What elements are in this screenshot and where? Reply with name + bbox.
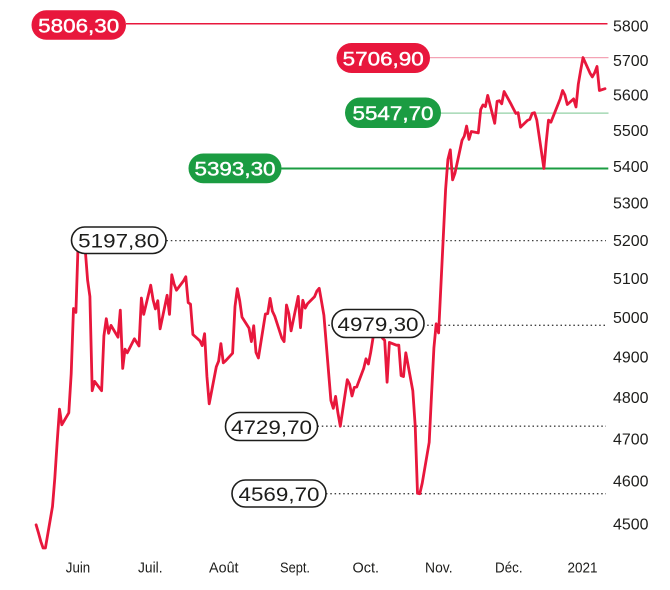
svg-text:4900: 4900 — [613, 350, 649, 367]
svg-text:5100: 5100 — [613, 271, 649, 288]
svg-text:5000: 5000 — [613, 310, 649, 327]
svg-text:Déc.: Déc. — [495, 560, 523, 577]
svg-text:Nov.: Nov. — [425, 560, 453, 577]
svg-text:Sept.: Sept. — [280, 560, 310, 577]
svg-text:5300: 5300 — [613, 196, 649, 213]
svg-text:4569,70: 4569,70 — [239, 484, 320, 506]
svg-text:5500: 5500 — [613, 123, 649, 140]
svg-text:4700: 4700 — [613, 431, 649, 448]
svg-text:4979,30: 4979,30 — [338, 314, 419, 336]
svg-text:5806,30: 5806,30 — [38, 15, 119, 37]
svg-text:5600: 5600 — [613, 88, 649, 105]
svg-text:5197,80: 5197,80 — [78, 231, 159, 253]
svg-text:5800: 5800 — [613, 19, 649, 36]
svg-text:5706,90: 5706,90 — [343, 48, 424, 70]
svg-text:Juil.: Juil. — [138, 560, 163, 577]
svg-text:5400: 5400 — [613, 159, 649, 176]
svg-text:4729,70: 4729,70 — [231, 417, 312, 439]
svg-text:4600: 4600 — [613, 474, 649, 491]
svg-text:4800: 4800 — [613, 390, 649, 407]
svg-text:5700: 5700 — [613, 53, 649, 70]
svg-text:Oct.: Oct. — [353, 560, 380, 577]
svg-text:2021: 2021 — [568, 560, 598, 577]
svg-text:Juin: Juin — [66, 560, 90, 577]
svg-text:4500: 4500 — [613, 517, 649, 534]
svg-text:Août: Août — [209, 560, 239, 577]
svg-text:5393,30: 5393,30 — [195, 159, 276, 181]
svg-text:5547,70: 5547,70 — [353, 103, 434, 125]
svg-text:5200: 5200 — [613, 233, 649, 250]
